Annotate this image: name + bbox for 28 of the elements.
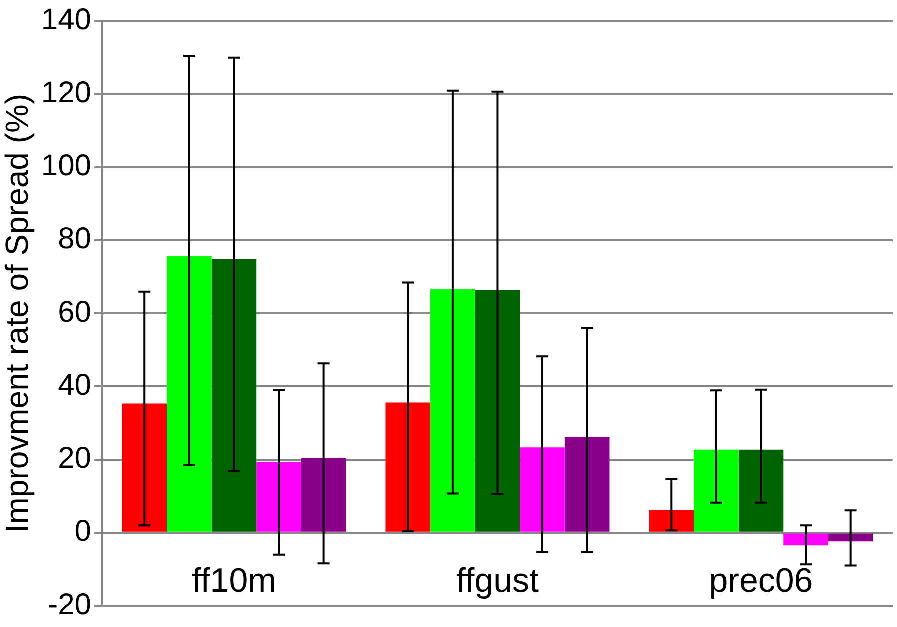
bar <box>122 404 168 532</box>
bar <box>738 450 784 532</box>
y-tick-label: 100 <box>41 150 92 183</box>
y-tick-label: 80 <box>58 222 92 256</box>
x-tick-label: ff10m <box>192 562 276 600</box>
bar <box>212 259 257 532</box>
bar <box>256 462 302 532</box>
y-tick-label: 120 <box>41 76 92 110</box>
y-tick-label: 0 <box>74 515 92 548</box>
bar <box>301 458 346 532</box>
y-axis-title: Improvment rate of Spread (%) <box>0 94 36 534</box>
bar <box>475 290 520 532</box>
bar <box>784 534 828 546</box>
y-tick-label: -20 <box>48 588 92 622</box>
y-tick-label: 20 <box>58 442 92 476</box>
x-tick-label: prec06 <box>709 562 814 600</box>
bar <box>520 448 565 532</box>
y-tick-label: 140 <box>41 3 92 36</box>
bar <box>694 450 739 532</box>
bar <box>430 289 476 532</box>
bar <box>649 510 694 532</box>
bar <box>386 402 431 532</box>
y-tick-label: 60 <box>58 296 92 329</box>
bar <box>564 437 610 532</box>
x-tick-label: ffgust <box>456 562 540 600</box>
bar <box>828 534 874 542</box>
bar <box>167 256 212 532</box>
y-tick-label: 40 <box>58 368 92 402</box>
